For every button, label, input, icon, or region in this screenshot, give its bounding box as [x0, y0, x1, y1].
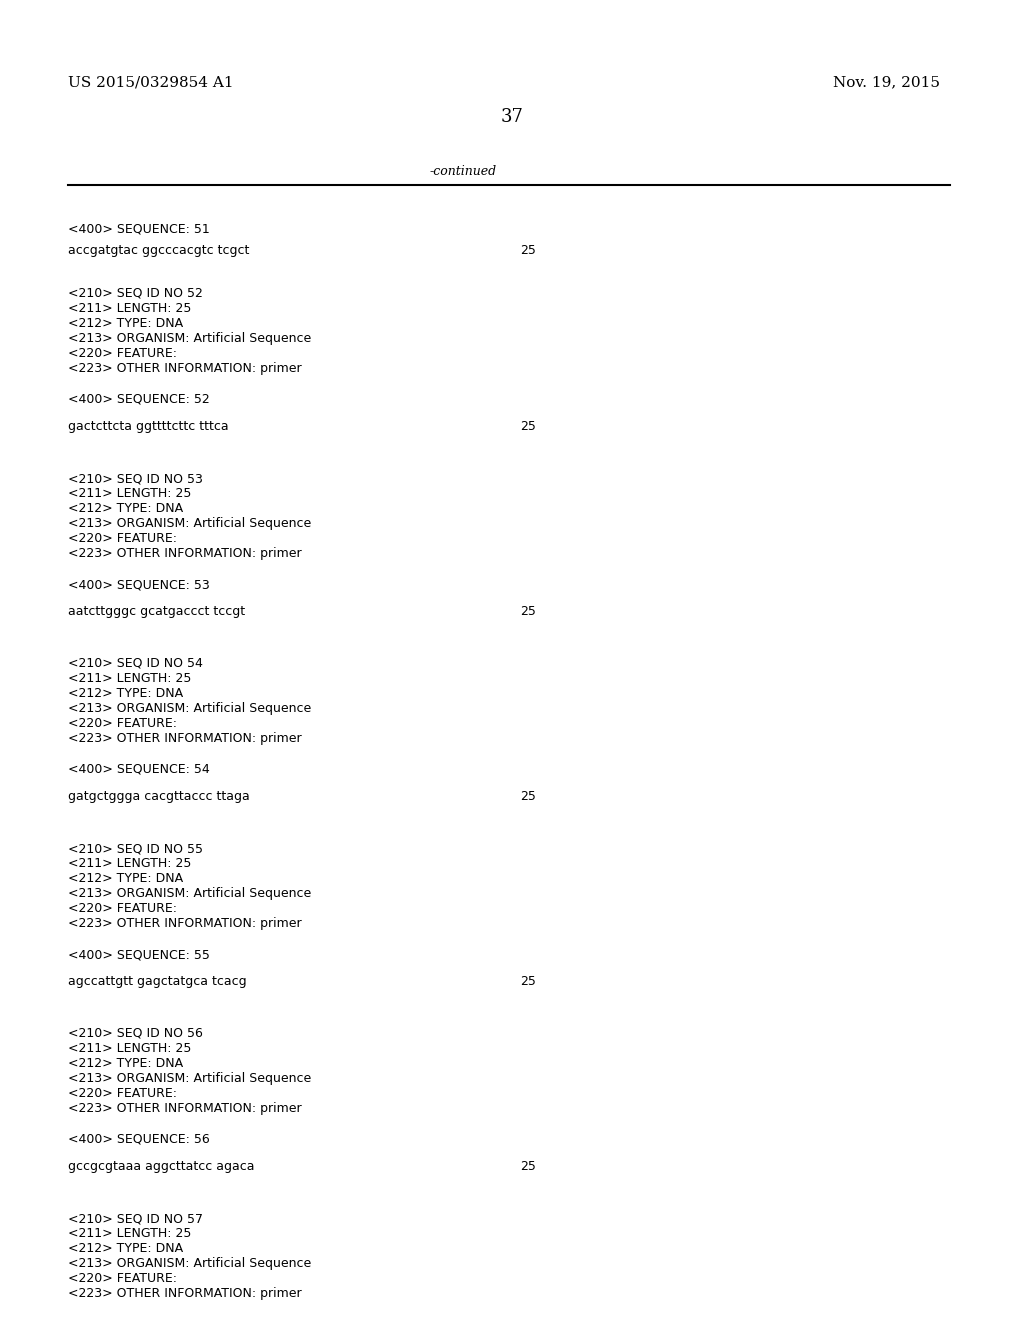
Text: <220> FEATURE:: <220> FEATURE: [68, 1272, 177, 1284]
Text: <400> SEQUENCE: 55: <400> SEQUENCE: 55 [68, 948, 210, 961]
Text: <213> ORGANISM: Artificial Sequence: <213> ORGANISM: Artificial Sequence [68, 333, 311, 345]
Text: 37: 37 [501, 108, 523, 125]
Text: <220> FEATURE:: <220> FEATURE: [68, 532, 177, 545]
Text: <213> ORGANISM: Artificial Sequence: <213> ORGANISM: Artificial Sequence [68, 887, 311, 900]
Text: <223> OTHER INFORMATION: primer: <223> OTHER INFORMATION: primer [68, 1287, 302, 1300]
Text: <211> LENGTH: 25: <211> LENGTH: 25 [68, 672, 191, 685]
Text: gactcttcta ggttttcttc tttca: gactcttcta ggttttcttc tttca [68, 420, 228, 433]
Text: <212> TYPE: DNA: <212> TYPE: DNA [68, 317, 183, 330]
Text: 25: 25 [520, 789, 536, 803]
Text: <210> SEQ ID NO 57: <210> SEQ ID NO 57 [68, 1212, 203, 1225]
Text: 25: 25 [520, 244, 536, 257]
Text: <211> LENGTH: 25: <211> LENGTH: 25 [68, 1041, 191, 1055]
Text: <220> FEATURE:: <220> FEATURE: [68, 717, 177, 730]
Text: <210> SEQ ID NO 53: <210> SEQ ID NO 53 [68, 473, 203, 484]
Text: 25: 25 [520, 1160, 536, 1173]
Text: gccgcgtaaa aggcttatcc agaca: gccgcgtaaa aggcttatcc agaca [68, 1160, 255, 1173]
Text: <211> LENGTH: 25: <211> LENGTH: 25 [68, 857, 191, 870]
Text: agccattgtt gagctatgca tcacg: agccattgtt gagctatgca tcacg [68, 975, 247, 987]
Text: <220> FEATURE:: <220> FEATURE: [68, 1086, 177, 1100]
Text: accgatgtac ggcccacgtc tcgct: accgatgtac ggcccacgtc tcgct [68, 244, 250, 257]
Text: <400> SEQUENCE: 51: <400> SEQUENCE: 51 [68, 222, 210, 235]
Text: <212> TYPE: DNA: <212> TYPE: DNA [68, 1242, 183, 1255]
Text: <210> SEQ ID NO 52: <210> SEQ ID NO 52 [68, 286, 203, 300]
Text: <400> SEQUENCE: 54: <400> SEQUENCE: 54 [68, 763, 210, 776]
Text: <211> LENGTH: 25: <211> LENGTH: 25 [68, 302, 191, 315]
Text: <220> FEATURE:: <220> FEATURE: [68, 347, 177, 360]
Text: <212> TYPE: DNA: <212> TYPE: DNA [68, 873, 183, 884]
Text: <223> OTHER INFORMATION: primer: <223> OTHER INFORMATION: primer [68, 1102, 302, 1115]
Text: 25: 25 [520, 605, 536, 618]
Text: <212> TYPE: DNA: <212> TYPE: DNA [68, 1057, 183, 1071]
Text: <212> TYPE: DNA: <212> TYPE: DNA [68, 502, 183, 515]
Text: <220> FEATURE:: <220> FEATURE: [68, 902, 177, 915]
Text: <213> ORGANISM: Artificial Sequence: <213> ORGANISM: Artificial Sequence [68, 517, 311, 531]
Text: <210> SEQ ID NO 56: <210> SEQ ID NO 56 [68, 1027, 203, 1040]
Text: US 2015/0329854 A1: US 2015/0329854 A1 [68, 75, 233, 88]
Text: gatgctggga cacgttaccc ttaga: gatgctggga cacgttaccc ttaga [68, 789, 250, 803]
Text: Nov. 19, 2015: Nov. 19, 2015 [833, 75, 940, 88]
Text: <210> SEQ ID NO 55: <210> SEQ ID NO 55 [68, 842, 203, 855]
Text: <211> LENGTH: 25: <211> LENGTH: 25 [68, 487, 191, 500]
Text: <400> SEQUENCE: 57: <400> SEQUENCE: 57 [68, 1317, 210, 1320]
Text: aatcttgggc gcatgaccct tccgt: aatcttgggc gcatgaccct tccgt [68, 605, 245, 618]
Text: <223> OTHER INFORMATION: primer: <223> OTHER INFORMATION: primer [68, 917, 302, 931]
Text: <400> SEQUENCE: 52: <400> SEQUENCE: 52 [68, 393, 210, 407]
Text: <213> ORGANISM: Artificial Sequence: <213> ORGANISM: Artificial Sequence [68, 1072, 311, 1085]
Text: <213> ORGANISM: Artificial Sequence: <213> ORGANISM: Artificial Sequence [68, 1257, 311, 1270]
Text: <211> LENGTH: 25: <211> LENGTH: 25 [68, 1228, 191, 1239]
Text: <212> TYPE: DNA: <212> TYPE: DNA [68, 686, 183, 700]
Text: <400> SEQUENCE: 53: <400> SEQUENCE: 53 [68, 578, 210, 591]
Text: <210> SEQ ID NO 54: <210> SEQ ID NO 54 [68, 657, 203, 671]
Text: <400> SEQUENCE: 56: <400> SEQUENCE: 56 [68, 1133, 210, 1146]
Text: <213> ORGANISM: Artificial Sequence: <213> ORGANISM: Artificial Sequence [68, 702, 311, 715]
Text: 25: 25 [520, 975, 536, 987]
Text: <223> OTHER INFORMATION: primer: <223> OTHER INFORMATION: primer [68, 362, 302, 375]
Text: -continued: -continued [430, 165, 497, 178]
Text: 25: 25 [520, 420, 536, 433]
Text: <223> OTHER INFORMATION: primer: <223> OTHER INFORMATION: primer [68, 546, 302, 560]
Text: <223> OTHER INFORMATION: primer: <223> OTHER INFORMATION: primer [68, 733, 302, 744]
